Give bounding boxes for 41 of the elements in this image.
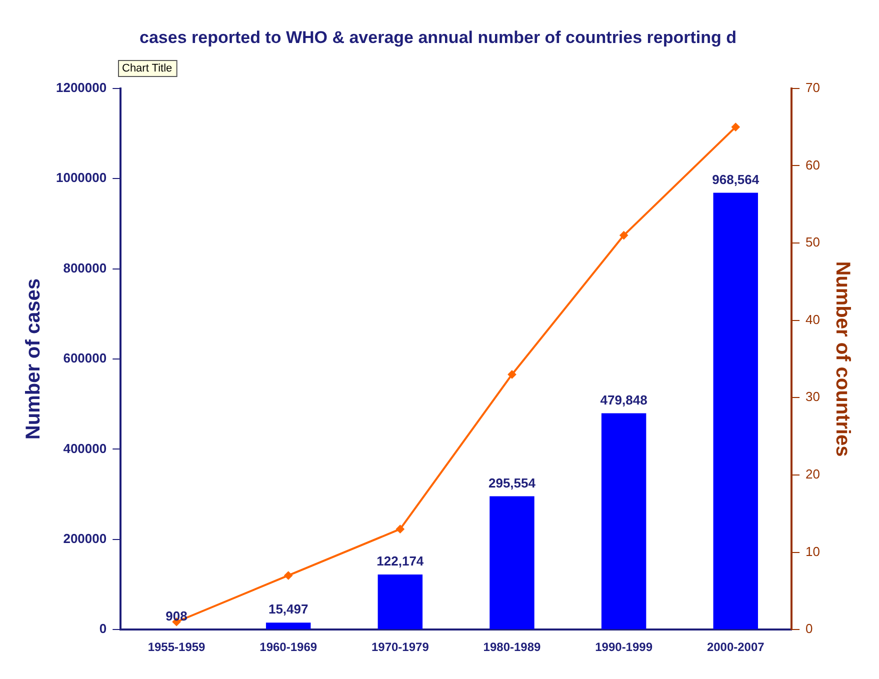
point [284, 571, 292, 580]
chart-title: cases reported to WHO & average annual number of countries reporting d [139, 28, 737, 47]
data-label: 15,497 [268, 602, 308, 617]
point [508, 370, 516, 378]
x-tick-label: 1955-1959 [148, 640, 206, 654]
y2-tick-label: 0 [806, 621, 813, 636]
bar [378, 574, 423, 630]
x-tick-label: 1970-1979 [371, 640, 430, 654]
y2-tick-label: 50 [806, 234, 820, 250]
y-tick-label: 800000 [63, 260, 107, 276]
y-tick-label: 1000000 [56, 170, 107, 186]
x-tick-label: 1990-1999 [595, 640, 653, 654]
x-tick-label: 1960-1969 [260, 640, 318, 654]
text: Chart Title [122, 62, 172, 75]
point [396, 525, 404, 534]
y2-tick-label: 30 [806, 389, 820, 404]
y2-tick-label: 10 [806, 544, 820, 559]
data-label: 479,848 [600, 392, 648, 408]
bar [266, 622, 311, 630]
y-tick-label: 200000 [63, 530, 107, 546]
data-label: 295,554 [488, 475, 536, 490]
point [620, 231, 628, 240]
bar [601, 413, 646, 630]
y2-axis-title: Number of countries [831, 261, 854, 457]
point [732, 123, 740, 132]
data-label: 968,564 [712, 172, 760, 187]
y-tick-label: 600000 [63, 350, 107, 366]
x-tick-label: 2000-2007 [706, 640, 765, 654]
data-label: 908 [166, 608, 188, 624]
y2-tick-label: 60 [806, 157, 820, 172]
y-tick-label: 1200000 [56, 80, 107, 95]
data-label: 122,174 [376, 554, 424, 569]
bar [490, 496, 534, 630]
y-tick-label: 400000 [63, 440, 107, 456]
y-axis-title: Number of cases [22, 278, 45, 440]
y2-tick-label: 70 [806, 80, 820, 95]
y2-tick-label: 40 [806, 312, 820, 327]
y-tick-label: 0 [99, 621, 107, 636]
y2-tick-label: 20 [806, 466, 820, 482]
x-tick-label: 1980-1989 [483, 640, 542, 654]
bar [713, 192, 758, 630]
